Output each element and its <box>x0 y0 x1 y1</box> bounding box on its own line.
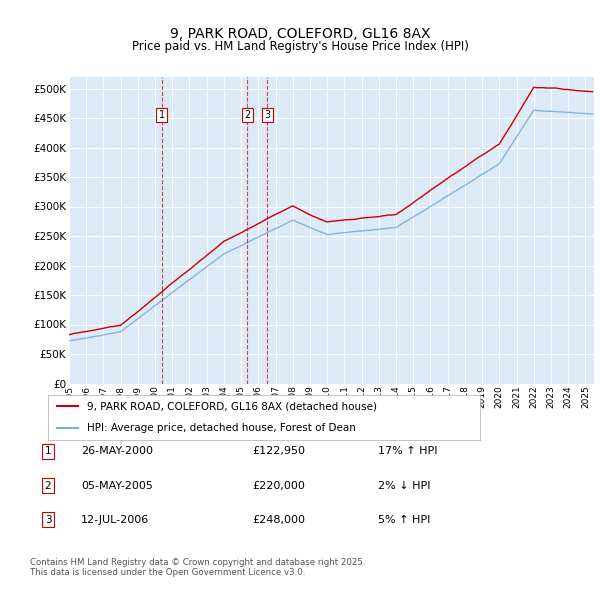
Text: 2: 2 <box>244 110 250 120</box>
Text: £248,000: £248,000 <box>252 515 305 525</box>
Text: 3: 3 <box>265 110 271 120</box>
Text: £122,950: £122,950 <box>252 447 305 456</box>
Text: 17% ↑ HPI: 17% ↑ HPI <box>378 447 437 456</box>
Text: 12-JUL-2006: 12-JUL-2006 <box>81 515 149 525</box>
Text: Price paid vs. HM Land Registry's House Price Index (HPI): Price paid vs. HM Land Registry's House … <box>131 40 469 53</box>
Text: 3: 3 <box>44 515 52 525</box>
Text: 1: 1 <box>159 110 165 120</box>
Text: 2: 2 <box>44 481 52 490</box>
Text: 05-MAY-2005: 05-MAY-2005 <box>81 481 153 490</box>
Text: £220,000: £220,000 <box>252 481 305 490</box>
Text: Contains HM Land Registry data © Crown copyright and database right 2025.
This d: Contains HM Land Registry data © Crown c… <box>30 558 365 577</box>
Text: 9, PARK ROAD, COLEFORD, GL16 8AX (detached house): 9, PARK ROAD, COLEFORD, GL16 8AX (detach… <box>87 401 377 411</box>
Text: 9, PARK ROAD, COLEFORD, GL16 8AX: 9, PARK ROAD, COLEFORD, GL16 8AX <box>170 27 430 41</box>
Text: 2% ↓ HPI: 2% ↓ HPI <box>378 481 431 490</box>
Text: 1: 1 <box>44 447 52 456</box>
Text: HPI: Average price, detached house, Forest of Dean: HPI: Average price, detached house, Fore… <box>87 424 356 434</box>
Text: 26-MAY-2000: 26-MAY-2000 <box>81 447 153 456</box>
Text: 5% ↑ HPI: 5% ↑ HPI <box>378 515 430 525</box>
